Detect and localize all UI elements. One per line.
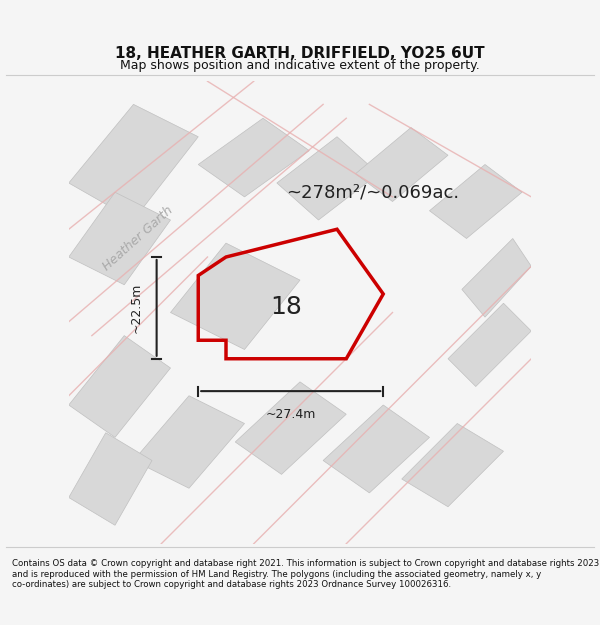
Polygon shape <box>69 192 170 285</box>
Polygon shape <box>277 137 379 220</box>
Polygon shape <box>69 432 152 525</box>
Polygon shape <box>69 336 170 437</box>
Text: ~22.5m: ~22.5m <box>130 282 143 333</box>
Text: ~278m²/~0.069ac.: ~278m²/~0.069ac. <box>286 183 459 201</box>
Polygon shape <box>69 104 198 220</box>
Polygon shape <box>198 118 309 197</box>
Text: Map shows position and indicative extent of the property.: Map shows position and indicative extent… <box>120 59 480 72</box>
Polygon shape <box>448 303 531 386</box>
Polygon shape <box>133 396 245 488</box>
Polygon shape <box>170 243 300 349</box>
Polygon shape <box>235 382 346 474</box>
Text: 18, HEATHER GARTH, DRIFFIELD, YO25 6UT: 18, HEATHER GARTH, DRIFFIELD, YO25 6UT <box>115 46 485 61</box>
Text: 18: 18 <box>270 295 302 319</box>
Polygon shape <box>430 164 522 239</box>
Polygon shape <box>462 239 531 317</box>
Text: Contains OS data © Crown copyright and database right 2021. This information is : Contains OS data © Crown copyright and d… <box>12 559 599 589</box>
Polygon shape <box>355 127 448 201</box>
Polygon shape <box>323 405 430 493</box>
Text: Heather Garth: Heather Garth <box>101 204 176 273</box>
Polygon shape <box>402 424 503 507</box>
Text: ~27.4m: ~27.4m <box>266 408 316 421</box>
